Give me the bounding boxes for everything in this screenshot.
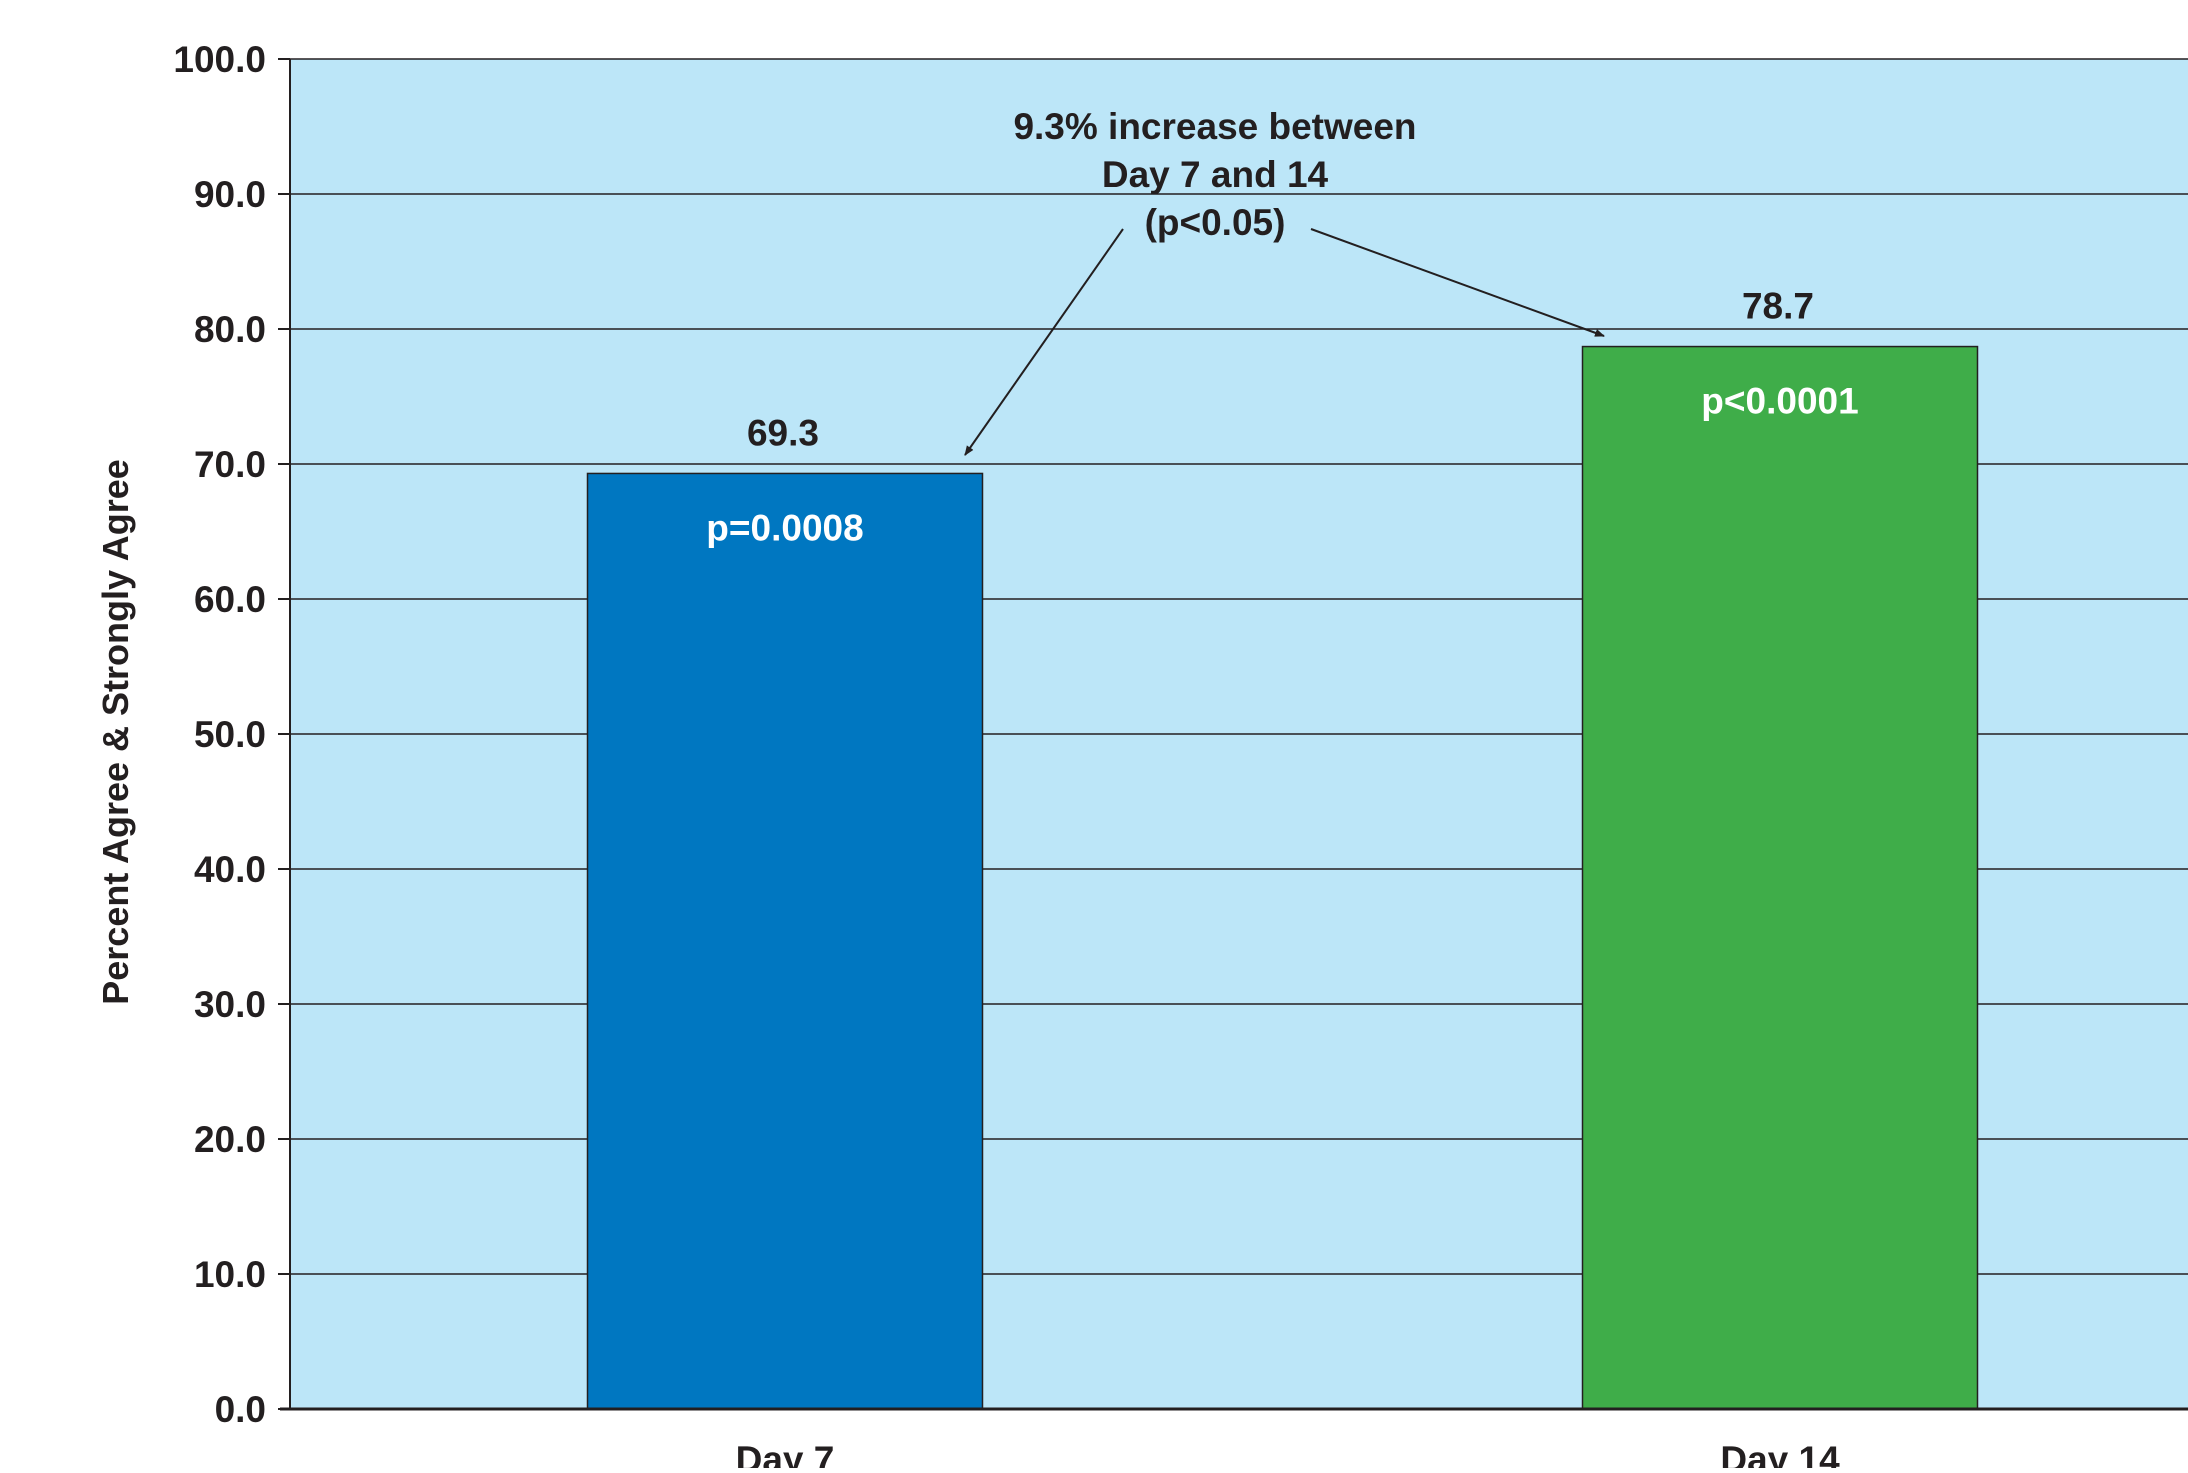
annotation: 9.3% increase between Day 7 and 14 (p<0.05… [964, 106, 1605, 456]
annotation-arrow-day7 [964, 228, 1124, 456]
y-tick-label: 30.0 [194, 984, 266, 1025]
axes: 0.0 10.0 20.0 30.0 40.0 50.0 60.0 70.0 80.0 90.0 1… [95, 39, 2188, 1473]
annotation-text-line: Day 7 and 14 [1102, 154, 1329, 195]
bar-p-value-label: p<0.0001 [1701, 381, 1858, 422]
annotation-text-line: (p<0.05) [1145, 202, 1286, 243]
y-tick-label: 70.0 [194, 444, 266, 485]
x-tick-label: Day 14 [1720, 1439, 1840, 1468]
y-tick-label: 50.0 [194, 714, 266, 755]
y-axis-title: Percent Agree & Strongly Agree [95, 459, 136, 1004]
annotation-text-line: 9.3% increase between [1013, 106, 1416, 147]
bars [586, 345, 1979, 1410]
x-tick-label: Day 7 [736, 1439, 835, 1468]
bar-value-label: 69.3 [747, 412, 819, 453]
bar [586, 472, 984, 1410]
y-tick-label: 80.0 [194, 309, 266, 350]
y-tick-label: 40.0 [194, 849, 266, 890]
y-tick-label: 100.0 [173, 39, 266, 80]
y-tick-label: 0.0 [215, 1389, 266, 1430]
y-tick-label: 20.0 [194, 1119, 266, 1160]
bar-value-label: 78.7 [1742, 286, 1814, 327]
bar-p-value-label: p=0.0008 [706, 507, 863, 548]
y-tick-label: 60.0 [194, 579, 266, 620]
annotation-arrow-day14 [1310, 228, 1605, 337]
data-labels: 69.3 p=0.0008 78.7 p<0.0001 [706, 286, 1858, 549]
y-tick-label: 90.0 [194, 174, 266, 215]
bar [1581, 345, 1979, 1410]
y-tick-label: 10.0 [194, 1254, 266, 1295]
